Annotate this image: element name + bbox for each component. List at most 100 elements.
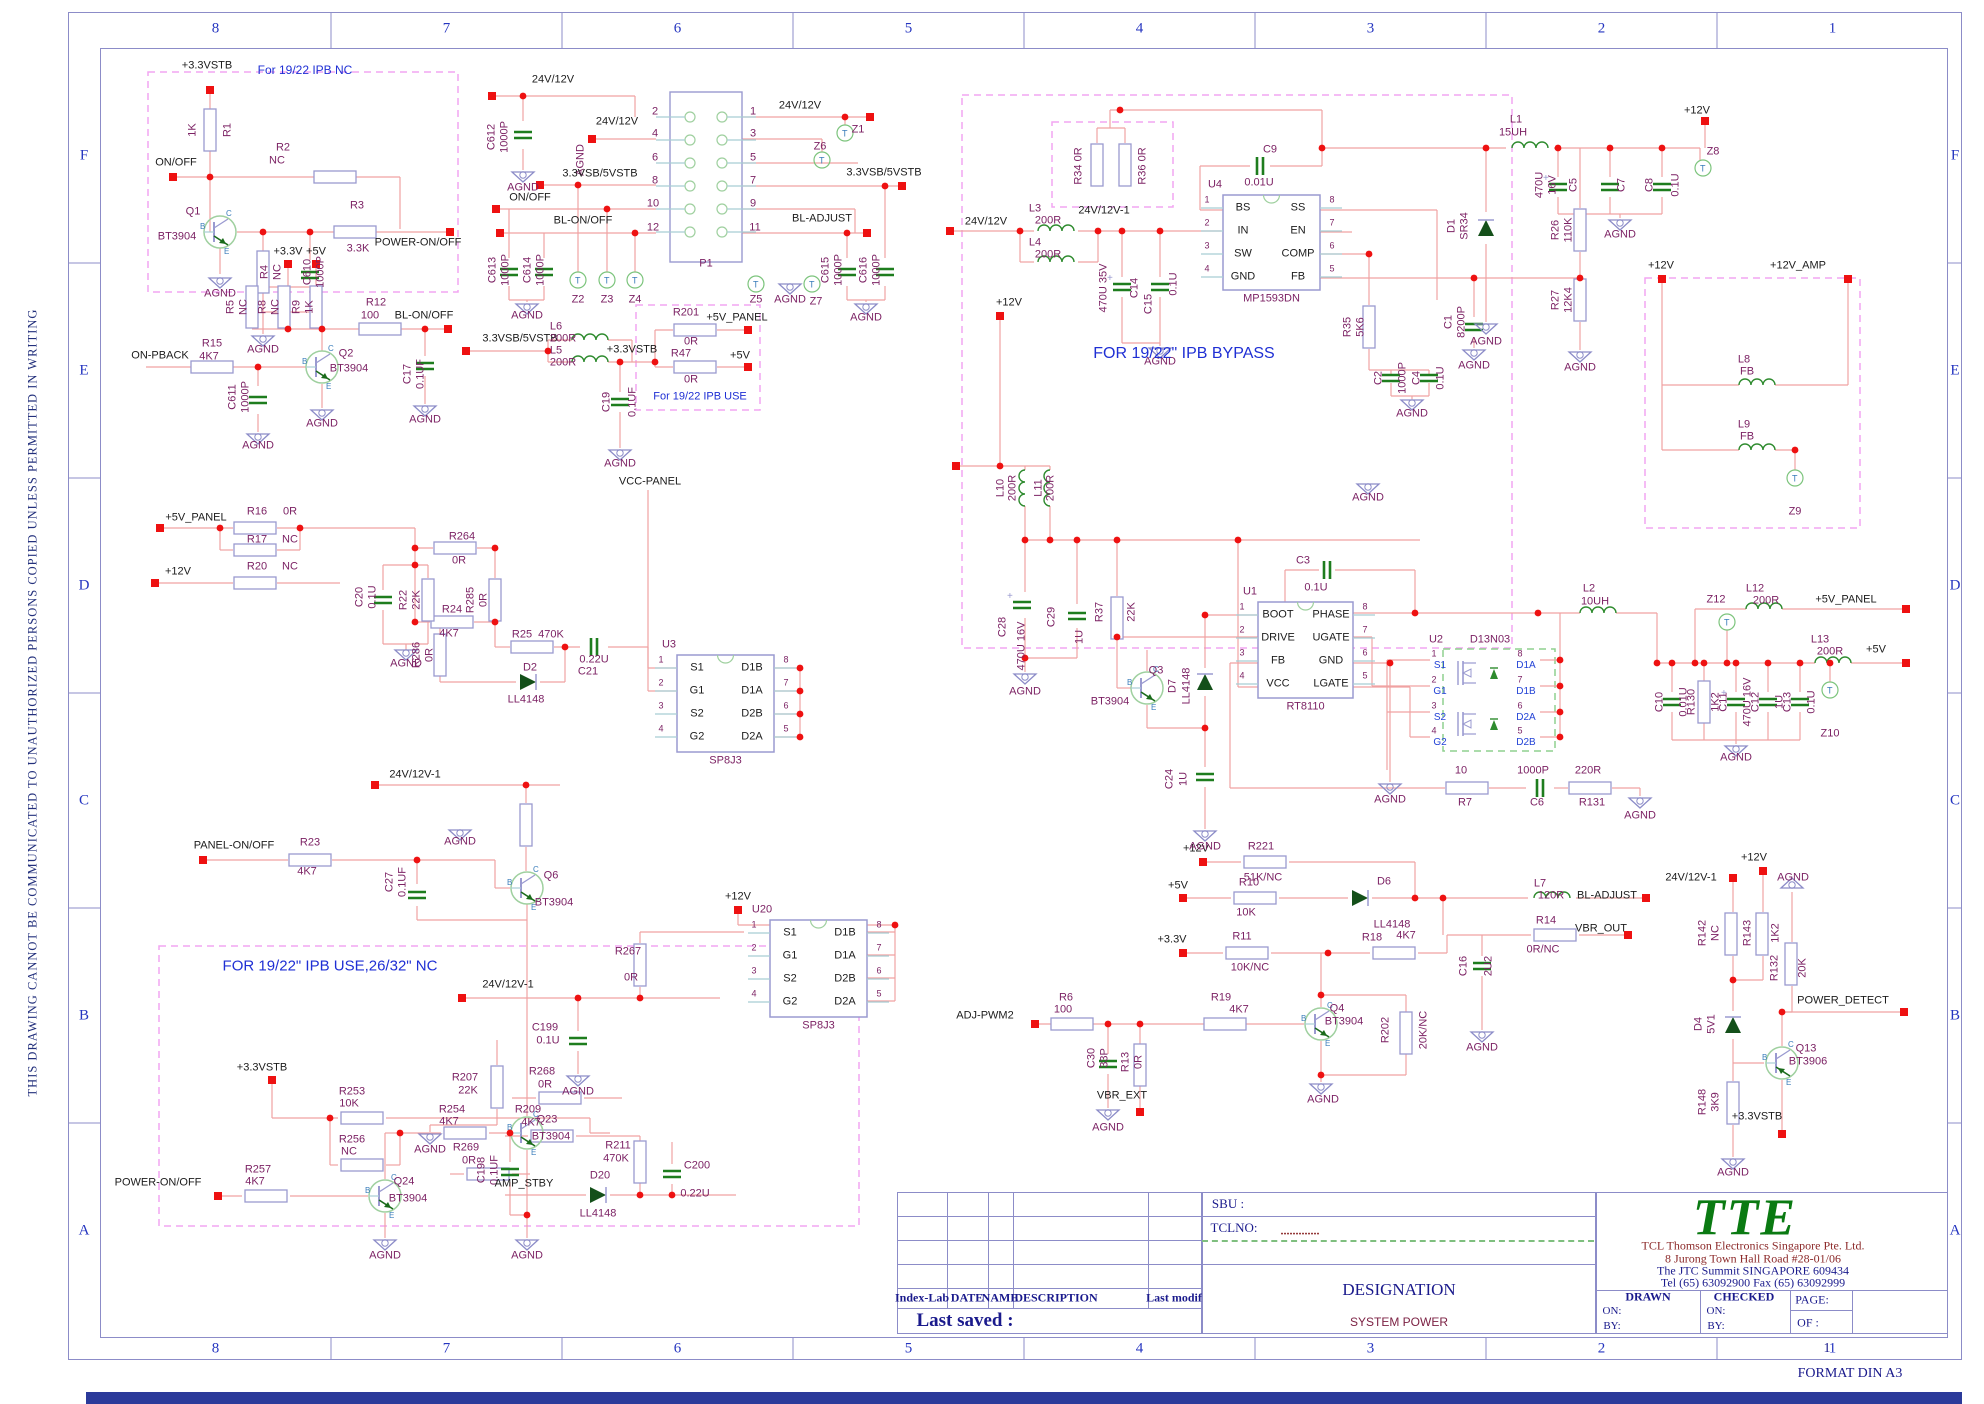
junction-dot: [1556, 708, 1564, 716]
testpoint-glyph: T: [1827, 686, 1833, 696]
component-label: AGND: [1307, 1093, 1339, 1106]
component-label: NC: [269, 299, 282, 315]
ic-pin-number: 8: [1329, 194, 1335, 205]
component-label: L11: [1032, 479, 1045, 497]
net-label: +12V: [165, 565, 191, 578]
resistor: [633, 1140, 647, 1184]
net-label: +5V: [306, 245, 326, 258]
junction-dot: [1796, 659, 1804, 667]
transistor-pin-letter: E: [531, 903, 536, 912]
drawn-by-label: BY:: [1603, 1320, 1621, 1332]
ic-partnumber: MP1593DN: [1243, 292, 1300, 305]
resistor: [519, 803, 533, 847]
net-label: +3.3VSTB: [181, 59, 233, 72]
junction-dot: [411, 544, 419, 552]
resistor: [1233, 891, 1277, 905]
net-label: +12V: [1648, 259, 1674, 272]
sheet-number: 1: [1823, 1341, 1831, 1356]
component-label: R37: [1093, 601, 1106, 623]
dashed-region: [1442, 648, 1556, 752]
grid-row-label: D: [78, 577, 90, 593]
component-label: R35: [1341, 316, 1354, 338]
net-label: +3.3V: [1157, 933, 1187, 946]
transistor-collector: [213, 218, 229, 229]
inductor: [1043, 469, 1051, 507]
component-label: R24: [441, 603, 463, 616]
junction-dot: [843, 229, 851, 237]
ic-pin-name: G2: [689, 730, 705, 743]
inductor: [1037, 224, 1075, 232]
component-label: 0.1U: [536, 1034, 560, 1047]
agnd-circle: [381, 1239, 389, 1247]
component-label: R221: [1247, 840, 1275, 853]
transistor-pin-letter: C: [391, 1173, 397, 1182]
agnd-circle: [1317, 1083, 1325, 1091]
cap-polarity: +: [1107, 273, 1113, 284]
component-label: R19: [1210, 991, 1232, 1004]
grid-column-label: 3: [1366, 20, 1375, 37]
component-label: R268: [528, 1065, 556, 1078]
ic-pin-name: LGATE: [1313, 677, 1349, 690]
agnd-circle: [523, 1239, 531, 1247]
component-label: 470U: [1533, 171, 1546, 199]
ic-pin-number: 8: [1362, 601, 1368, 612]
component-label: 7: [749, 174, 757, 187]
component-label: Z1: [851, 123, 865, 136]
ic-pin-name: FB: [1270, 654, 1286, 667]
component-label: 22K: [458, 1084, 478, 1097]
cap-polarity: +: [1721, 688, 1727, 699]
component-label: 51K/NC: [1243, 871, 1283, 884]
inductor: [1738, 443, 1776, 451]
component-label: 33P: [1098, 1048, 1111, 1068]
net-label: +3.3VSTB: [236, 1061, 288, 1074]
testpoint-glyph: T: [1700, 164, 1706, 174]
component-label: C2: [1372, 370, 1385, 386]
ic-pin-number: 1: [751, 919, 757, 930]
component-label: Z4: [628, 293, 642, 306]
transistor-collector: [1775, 1049, 1791, 1060]
component-label: 0.1UF: [626, 387, 639, 417]
component-label: AGND: [1144, 355, 1176, 368]
component-label: 12: [646, 221, 660, 234]
component-label: BT3904: [534, 896, 574, 909]
checked-label: CHECKED: [1713, 1289, 1775, 1304]
designation-title: DESIGNATION: [1342, 1280, 1456, 1299]
component-label: NC: [1709, 925, 1722, 941]
component-label: 1U: [1073, 629, 1086, 645]
junction-dot: [411, 618, 419, 626]
junction-dot: [519, 92, 527, 100]
component-label: AGND: [390, 657, 422, 670]
ic-pin-number: 8: [876, 919, 882, 930]
ic-pin-number: 4: [1239, 670, 1245, 681]
component-label: NC: [282, 533, 298, 546]
inductor: [1814, 656, 1852, 664]
net-port: [898, 182, 906, 190]
component-label: NC: [341, 1145, 357, 1158]
net-label: 24V/12V: [778, 99, 822, 112]
component-label: C200: [683, 1159, 711, 1172]
component-label: 15UH: [1498, 126, 1528, 139]
component-label: Q3: [1148, 664, 1164, 677]
component-label: R6: [1058, 991, 1074, 1004]
ic-pin-name: S1: [690, 661, 704, 674]
grid-row-label: C: [78, 792, 90, 808]
component-label: C7: [1615, 177, 1628, 193]
component-label: 120R: [1537, 889, 1565, 902]
component-label: 4K7: [199, 350, 219, 363]
grid-row-label: C: [1949, 792, 1961, 808]
resistor: [233, 543, 277, 557]
junction-dot: [326, 1114, 334, 1122]
component-label: L3: [1028, 202, 1042, 215]
component-label: Z9: [1788, 505, 1802, 518]
grid-column-label: 4: [1135, 20, 1144, 37]
component-label: 4K7: [297, 865, 317, 878]
component-label: C17: [401, 363, 414, 385]
component-label: LL4148: [1180, 667, 1193, 705]
component-label: BT3904: [1090, 695, 1130, 708]
component-label: Z12: [1706, 593, 1726, 606]
net-port: [151, 579, 159, 587]
component-label: 470K: [603, 1152, 629, 1165]
component-label: R209: [514, 1103, 542, 1116]
component-label: Q4: [1329, 1002, 1345, 1015]
resistor: [633, 943, 647, 987]
